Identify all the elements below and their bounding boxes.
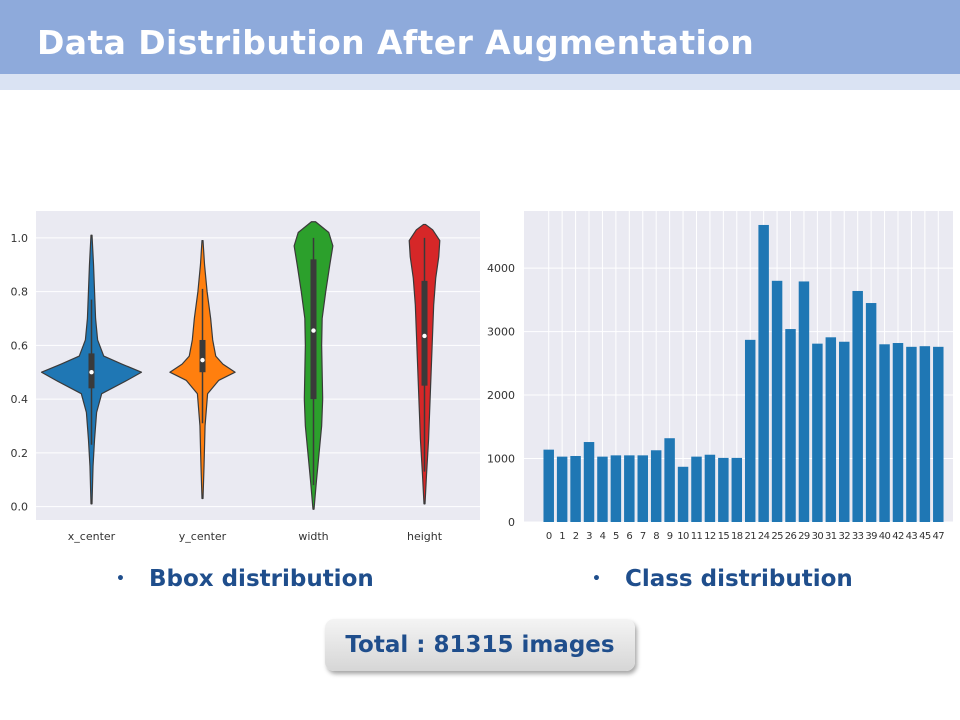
x-tick-label: 40 — [879, 531, 891, 542]
y-tick-label: 0.4 — [11, 393, 29, 406]
header-bar — [0, 0, 960, 74]
bar — [543, 449, 554, 522]
x-tick-label: 42 — [892, 531, 904, 542]
bar — [852, 290, 863, 522]
bar — [731, 457, 743, 522]
violin-chart: 0.0 0.2 0.4 0.6 0.8 1.0 x_center y_center width h… — [11, 211, 480, 543]
x-tick-label: 24 — [758, 531, 770, 542]
bar — [919, 346, 931, 522]
x-tick-label: 18 — [731, 531, 743, 542]
x-tick-label: 15 — [718, 531, 730, 542]
bar — [865, 303, 877, 522]
y-tick-label: 4000 — [487, 262, 515, 275]
bar — [812, 343, 823, 522]
bar — [597, 456, 608, 522]
bbox-distribution-label: Bbox distribution — [148, 566, 374, 592]
bar — [892, 343, 904, 522]
x-tick-label: 32 — [838, 531, 850, 542]
x-tick-label: x_center — [68, 530, 116, 543]
bullet-dot: • — [116, 571, 125, 587]
y-tick-label: 2000 — [487, 389, 515, 402]
bar — [771, 280, 783, 522]
bar — [583, 442, 595, 522]
bar — [744, 339, 756, 522]
x-tick-label: 30 — [812, 531, 824, 542]
x-tick-label: 9 — [667, 531, 673, 542]
bar — [785, 329, 796, 522]
class-distribution-caption: • Class distribution — [592, 566, 853, 592]
bar — [933, 346, 944, 522]
bar — [906, 346, 917, 522]
bar — [879, 344, 890, 522]
violin-box-y_center — [199, 339, 206, 373]
y-tick-label: 0 — [508, 516, 515, 529]
x-tick-label: 7 — [640, 531, 646, 542]
bar — [637, 455, 648, 522]
x-tick-label: 33 — [852, 531, 864, 542]
x-tick-label: 0 — [546, 531, 552, 542]
bar — [691, 456, 702, 522]
x-tick-label: 45 — [919, 531, 931, 542]
bar — [624, 455, 635, 522]
x-tick-label: 5 — [613, 531, 619, 542]
x-tick-label: width — [298, 530, 328, 543]
x-tick-label: 31 — [825, 531, 837, 542]
x-tick-label: 6 — [626, 531, 632, 542]
bar — [839, 341, 850, 522]
x-tick-label: 29 — [798, 531, 810, 542]
total-images-label: Total : 81315 images — [345, 632, 615, 658]
total-images-box: Total : 81315 images — [325, 619, 635, 671]
page-title: Data Distribution After Augmentation — [37, 23, 755, 62]
x-tick-label: 10 — [677, 531, 689, 542]
bar — [718, 457, 729, 522]
x-tick-label: 25 — [771, 531, 783, 542]
class-distribution-label: Class distribution — [624, 566, 853, 592]
bbox-distribution-caption: • Bbox distribution — [116, 566, 374, 592]
x-tick-label: 8 — [653, 531, 659, 542]
x-tick-label: 21 — [744, 531, 756, 542]
bar — [650, 450, 662, 522]
y-tick-label: 0.2 — [11, 447, 29, 460]
violin-median-x_center — [89, 370, 94, 375]
y-tick-label: 0.0 — [11, 501, 29, 514]
y-tick-label: 1.0 — [11, 232, 29, 245]
bar — [664, 438, 675, 522]
bar — [825, 337, 837, 522]
x-tick-label: 26 — [785, 531, 797, 542]
bar — [610, 455, 622, 522]
x-tick-label: 2 — [573, 531, 579, 542]
x-tick-label: 12 — [704, 531, 716, 542]
y-tick-label: 3000 — [487, 326, 515, 339]
y-tick-label: 0.6 — [11, 339, 29, 352]
x-tick-label: 47 — [933, 531, 945, 542]
violin-median-height — [422, 333, 427, 339]
x-tick-label: 43 — [906, 531, 918, 542]
header-strip — [0, 74, 960, 90]
x-tick-label: y_center — [179, 530, 227, 543]
x-tick-label: 4 — [600, 531, 606, 542]
x-tick-label: 3 — [586, 531, 592, 542]
bullet-dot: • — [592, 571, 601, 587]
x-tick-label: 11 — [691, 531, 703, 542]
violin-median-y_center — [200, 357, 205, 363]
bar — [570, 455, 581, 522]
x-tick-label: 39 — [865, 531, 877, 542]
violin-median-width — [311, 328, 316, 333]
x-tick-label: 1 — [559, 531, 565, 542]
x-tick-label: height — [407, 530, 443, 543]
bar — [704, 454, 716, 522]
violin-box-height — [421, 280, 428, 386]
y-tick-label: 0.8 — [11, 286, 29, 299]
bar — [677, 466, 689, 522]
y-tick-label: 1000 — [487, 453, 515, 466]
bar — [798, 281, 810, 522]
bar — [758, 224, 769, 522]
bar — [556, 456, 568, 522]
